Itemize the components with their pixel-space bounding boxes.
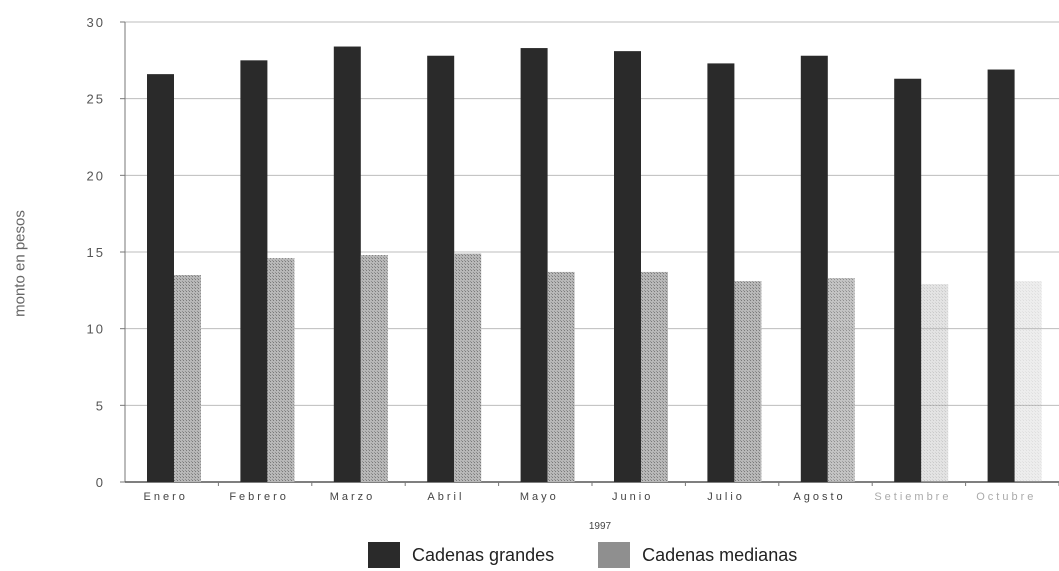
- y-tick-label: 20: [87, 168, 105, 183]
- x-tick-label: Setiembre: [874, 491, 951, 503]
- bar-cadenas-grandes: [987, 69, 1015, 483]
- x-tick-label: Febrero: [229, 491, 289, 503]
- bar-cadenas-medianas: [827, 278, 855, 482]
- bar-cadenas-medianas: [921, 284, 949, 482]
- x-tick-label: Mayo: [520, 491, 559, 503]
- legend-item-cadenas-medianas: Cadenas medianas: [598, 542, 797, 568]
- y-tick-label: 15: [87, 245, 105, 260]
- bar-cadenas-medianas: [641, 271, 668, 482]
- y-tick-label: 30: [87, 15, 105, 30]
- bar-cadenas-grandes: [333, 46, 361, 483]
- x-tick-label: Enero: [144, 491, 188, 503]
- y-axis-label-wrap: monto en pesos: [0, 210, 40, 317]
- bar-cadenas-medianas: [267, 258, 295, 482]
- legend-item-cadenas-grandes: Cadenas grandes: [368, 542, 554, 568]
- bar-cadenas-grandes: [614, 51, 641, 483]
- bar-cadenas-medianas: [547, 271, 575, 482]
- y-tick-label: 25: [87, 92, 105, 107]
- x-tick-label: Marzo: [330, 491, 376, 503]
- bar-cadenas-grandes: [520, 48, 548, 483]
- bar-cadenas-medianas: [454, 253, 482, 482]
- bar-cadenas-grandes: [894, 78, 922, 482]
- y-tick-label: 5: [96, 398, 105, 413]
- legend-swatch-cadenas-medianas: [598, 542, 631, 568]
- x-tick-label: Abril: [427, 491, 464, 503]
- y-tick-label: 10: [87, 322, 105, 337]
- legend-swatch-cadenas-grandes: [368, 542, 400, 568]
- bar-cadenas-medianas: [174, 275, 201, 482]
- y-axis-label: monto en pesos: [11, 210, 29, 317]
- bar-cadenas-medianas: [1014, 281, 1042, 482]
- bar-cadenas-grandes: [240, 60, 268, 482]
- x-tick-label: Junio: [612, 491, 653, 503]
- bar-cadenas-grandes: [147, 74, 174, 482]
- y-tick-label: 0: [96, 475, 105, 490]
- legend-label-cadenas-grandes: Cadenas grandes: [412, 544, 555, 565]
- bar-cadenas-grandes: [707, 63, 735, 483]
- x-tick-label: Agosto: [793, 491, 845, 503]
- bar-cadenas-medianas: [734, 281, 762, 482]
- x-tick-label: Julio: [707, 491, 745, 503]
- legend: Cadenas grandes Cadenas medianas: [368, 542, 841, 568]
- x-axis-label: 1997: [588, 521, 612, 532]
- legend-label-cadenas-medianas: Cadenas medianas: [642, 544, 798, 565]
- bar-cadenas-grandes: [427, 55, 455, 482]
- bars: [147, 46, 1042, 483]
- x-tick-label: Octubre: [976, 491, 1036, 503]
- bar-cadenas-medianas: [360, 255, 388, 482]
- tick-labels: 0 5 10 15 20 25 30 Enero Febrero Marzo Abril Mayo Ju…: [87, 15, 1036, 503]
- bar-cadenas-grandes: [800, 55, 828, 482]
